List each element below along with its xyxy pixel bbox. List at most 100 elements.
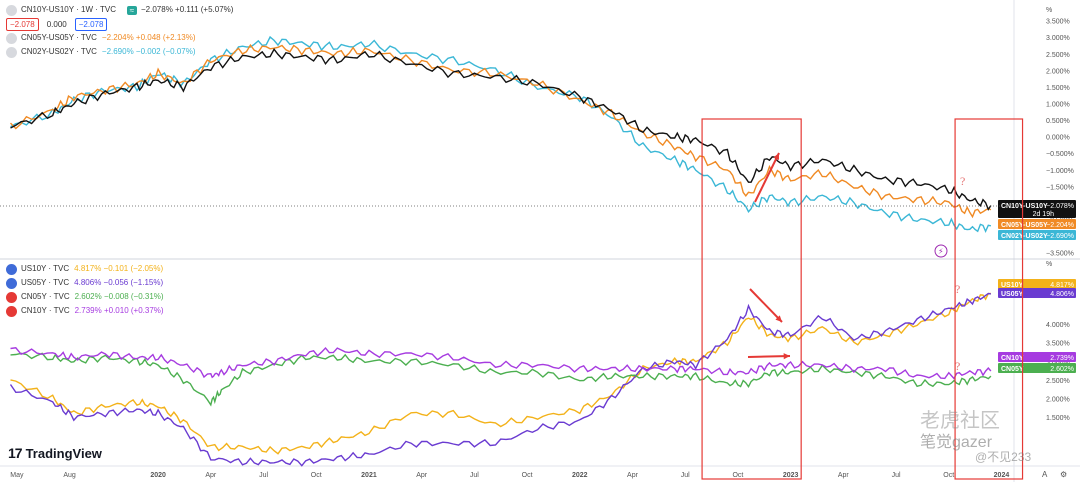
series-label: CN02Y-US02Y · TVC <box>21 47 97 56</box>
last-value-tag[interactable] <box>998 200 1076 218</box>
last-value-price: 4.817% <box>1050 282 1074 289</box>
y-tick-label: 2.500% <box>1046 378 1070 385</box>
x-tick-label: 2020 <box>150 472 166 479</box>
x-tick-label: Apr <box>416 472 428 479</box>
main-symbol-values: −2.078% +0.111 (+5.07%) <box>141 5 234 14</box>
annotation-box[interactable] <box>701 118 802 480</box>
sell-price-box[interactable]: −2.078 <box>6 17 39 31</box>
settings-icon[interactable]: ⚙ <box>1060 470 1067 479</box>
dividend-event-icon[interactable] <box>934 244 948 258</box>
last-value-price: −2.690% <box>1046 233 1074 240</box>
lightning-icon: ⚡ <box>938 247 944 256</box>
watermark-text: 老虎社区 <box>920 410 1000 432</box>
legend-row-cn10y[interactable]: CN10Y · TVC 2.739% +0.010 (+0.37%) <box>6 304 164 318</box>
annotation-box[interactable] <box>954 118 1024 480</box>
last-value-tag[interactable] <box>998 352 1076 362</box>
series-label: CN05Y-US05Y · TVC <box>21 33 97 42</box>
bar-countdown: 2d 19h <box>1033 211 1055 218</box>
series-line-cn05y-us05y[interactable] <box>10 43 992 219</box>
annotation-arrow[interactable] <box>747 355 791 358</box>
last-value-price: 2.739% <box>1050 355 1074 362</box>
last-value-symbol: CN05Y-US05Y <box>1001 222 1048 229</box>
bottom-legend: US10Y · TVC 4.817% −0.101 (−2.05%) US05Y… <box>6 262 164 318</box>
series-value: 4.806% −0.056 (−1.15%) <box>74 278 164 287</box>
symbol-icon <box>6 46 17 58</box>
last-value-price: 4.806% <box>1050 291 1074 298</box>
x-tick-label: 2022 <box>572 472 588 479</box>
price-boxes-row: −2.078 0.000 −2.078 <box>6 17 233 31</box>
x-tick-label: Aug <box>63 472 76 479</box>
tradingview-logo-text: TradingView <box>25 445 102 461</box>
x-tick-label: 2021 <box>361 472 377 479</box>
x-tick-label: Apr <box>627 472 639 479</box>
legend-row-us10y[interactable]: US10Y · TVC 4.817% −0.101 (−2.05%) <box>6 262 164 276</box>
series-label: US10Y · TVC <box>21 264 70 273</box>
legend-row-cn05y-us05y[interactable]: CN05Y-US05Y · TVC −2.204% +0.048 (+2.13%… <box>6 31 233 45</box>
x-tick-label: 2024 <box>994 472 1010 479</box>
symbol-icon <box>6 32 17 44</box>
question-mark-annotation: ? <box>960 174 965 188</box>
last-value-tag[interactable] <box>998 230 1076 240</box>
top-legend: CN10Y-US10Y · 1W · TVC ≈ −2.078% +0.111 … <box>6 3 233 59</box>
last-value-tag[interactable] <box>998 279 1076 289</box>
y-tick-label: 4.000% <box>1046 322 1070 329</box>
question-mark-annotation: ? <box>955 282 960 296</box>
series-line-cn02y-us02y[interactable] <box>10 35 992 234</box>
last-value-tag[interactable] <box>998 363 1076 373</box>
y-tick-label: 1.500% <box>1046 415 1070 422</box>
legend-row-cn02y-us02y[interactable]: CN02Y-US02Y · TVC −2.690% −0.002 (−0.07%… <box>6 45 233 59</box>
up-down-icon[interactable]: ≈ <box>127 5 137 15</box>
x-tick-label: Oct <box>311 472 322 479</box>
watermark-text-3: @不见233 <box>975 450 1032 464</box>
y-tick-label: 3.000% <box>1046 35 1070 42</box>
x-tick-label: Jul <box>681 472 690 479</box>
x-tick-label: May <box>10 472 24 479</box>
annotation-arrow[interactable] <box>749 288 783 323</box>
series-value: 2.739% +0.010 (+0.37%) <box>74 306 164 315</box>
price-axis-panel[interactable] <box>1014 0 1080 482</box>
arrow-head <box>775 315 782 322</box>
y-tick-label: −3.500% <box>1046 251 1074 258</box>
y-tick-label: 3.500% <box>1046 19 1070 26</box>
legend-row-cn05y[interactable]: CN05Y · TVC 2.602% −0.008 (−0.31%) <box>6 290 164 304</box>
auto-scale-button[interactable]: A <box>1042 470 1048 479</box>
last-value-symbol: CN05Y <box>1001 366 1024 373</box>
y-axis-unit: % <box>1046 261 1052 268</box>
series-line-cn05y[interactable] <box>10 352 992 407</box>
series-line-cn10y-us10y[interactable] <box>10 48 992 211</box>
y-tick-label: 2.000% <box>1046 397 1070 404</box>
main-symbol-row[interactable]: CN10Y-US10Y · 1W · TVC ≈ −2.078% +0.111 … <box>6 3 233 17</box>
y-tick-label: 3.000% <box>1046 359 1070 366</box>
series-value: −2.690% −0.002 (−0.07%) <box>101 47 196 56</box>
annotation-arrow[interactable] <box>754 152 780 203</box>
x-tick-label: Jul <box>892 472 901 479</box>
y-tick-label: 1.500% <box>1046 85 1070 92</box>
y-tick-label: 1.000% <box>1046 102 1070 109</box>
last-value-symbol: CN10Y-US10Y <box>1001 203 1048 210</box>
y-tick-label: −1.000% <box>1046 168 1074 175</box>
question-mark-annotation: ? <box>955 359 960 373</box>
arrow-head <box>783 353 790 360</box>
series-line-us05y[interactable] <box>9 292 992 467</box>
y-tick-label: 0.500% <box>1046 118 1070 125</box>
series-line-cn10y[interactable] <box>10 346 992 380</box>
cn-flag-icon <box>6 291 17 303</box>
last-value-symbol: US05Y <box>1001 291 1024 298</box>
y-tick-label: −0.500% <box>1046 151 1074 158</box>
last-value-price: −2.204% <box>1046 222 1074 229</box>
buy-price-box[interactable]: −2.078 <box>74 17 108 31</box>
series-line-us10y[interactable] <box>10 292 991 455</box>
series-value: −2.204% +0.048 (+2.13%) <box>101 33 196 42</box>
legend-row-us05y[interactable]: US05Y · TVC 4.806% −0.056 (−1.15%) <box>6 276 164 290</box>
us-flag-icon <box>6 277 17 289</box>
y-tick-label: 2.500% <box>1046 52 1070 59</box>
last-value-tag[interactable] <box>998 288 1076 298</box>
main-symbol-label: CN10Y-US10Y · 1W · TVC <box>21 5 116 14</box>
x-tick-label: Apr <box>838 472 850 479</box>
spread-value: 0.000 <box>46 19 67 29</box>
x-tick-label: Oct <box>522 472 533 479</box>
last-value-tag[interactable] <box>998 219 1076 229</box>
tradingview-logo[interactable]: 17 TradingView <box>8 445 102 461</box>
last-value-symbol: US10Y <box>1001 282 1024 289</box>
